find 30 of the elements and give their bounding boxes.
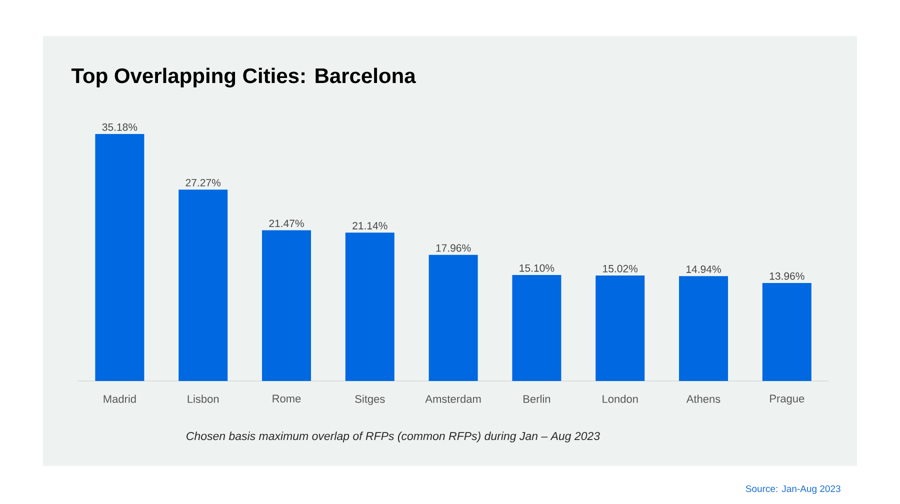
bar	[95, 134, 144, 381]
text: Chosen basis maximum overlap of RFPs (common RFPs) during Jan – Aug 2023	[186, 432, 600, 442]
bar	[428, 254, 478, 381]
bar	[596, 276, 645, 381]
x-tick-label: Rome	[272, 394, 301, 402]
data-label: 13.96%	[770, 272, 804, 280]
x-tick-label: London	[602, 394, 638, 403]
x-tick-label: Lisbon	[188, 394, 219, 403]
bar	[512, 275, 562, 381]
x-tick-label: Madrid	[104, 394, 136, 403]
x-tick-label: Amsterdam	[425, 394, 481, 403]
bar	[679, 276, 728, 381]
data-label: 35.18%	[102, 123, 138, 131]
x-tick-label: Prague	[770, 394, 804, 405]
data-label: 27.27%	[186, 178, 221, 186]
chart-title: Top Overlapping Cities: Barcelona	[71, 68, 416, 88]
x-tick-label: Sitges	[355, 394, 385, 406]
data-label: 15.10%	[520, 264, 554, 272]
data-label: 17.96%	[436, 244, 471, 252]
bar	[262, 230, 311, 381]
data-label: 15.02%	[603, 264, 638, 272]
x-tick-label: Athens	[686, 394, 720, 403]
bar	[345, 232, 394, 381]
data-label: 14.94%	[686, 265, 721, 273]
data-label: 21.47%	[269, 220, 304, 228]
x-tick-label: Berlin	[524, 394, 550, 403]
source-note: Source: Jan-Aug 2023	[746, 485, 840, 494]
data-label: 21.14%	[352, 222, 388, 230]
bar	[178, 190, 228, 381]
bar	[762, 283, 812, 381]
